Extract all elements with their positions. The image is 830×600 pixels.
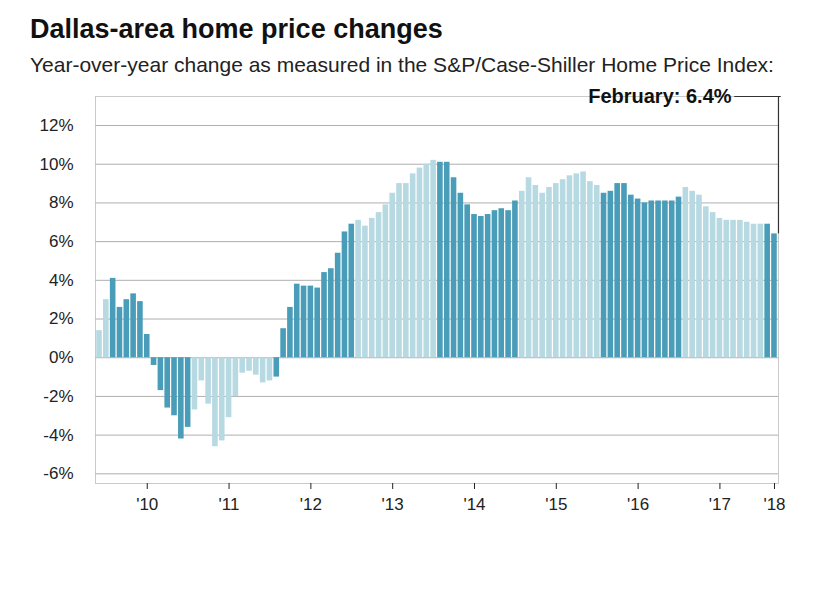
svg-text:'17: '17 — [709, 495, 731, 514]
svg-text:'14: '14 — [463, 495, 485, 514]
html-text:Year-over-year change as measu: Year-over-year change as measured in the… — [30, 53, 774, 76]
svg-text:10%: 10% — [39, 155, 73, 174]
svg-text:0%: 0% — [49, 348, 74, 367]
html-text:Dallas-area home price changes: Dallas-area home price changes — [30, 14, 443, 44]
svg-text:6%: 6% — [49, 232, 74, 251]
svg-text:-2%: -2% — [43, 387, 73, 406]
svg-text:'15: '15 — [545, 495, 567, 514]
svg-text:-6%: -6% — [43, 464, 73, 483]
svg-text:-4%: -4% — [43, 426, 73, 445]
svg-text:February: 6.4%: February: 6.4% — [588, 85, 732, 107]
svg-text:'11: '11 — [219, 495, 240, 514]
svg-text:'18: '18 — [763, 495, 785, 514]
svg-text:8%: 8% — [49, 193, 74, 212]
svg-text:'13: '13 — [382, 495, 404, 514]
svg-text:2%: 2% — [49, 309, 74, 328]
svg-text:'16: '16 — [627, 495, 649, 514]
svg-text:'12: '12 — [300, 495, 322, 514]
svg-text:'10: '10 — [136, 495, 158, 514]
svg-text:12%: 12% — [39, 116, 73, 135]
svg-text:4%: 4% — [49, 271, 74, 290]
